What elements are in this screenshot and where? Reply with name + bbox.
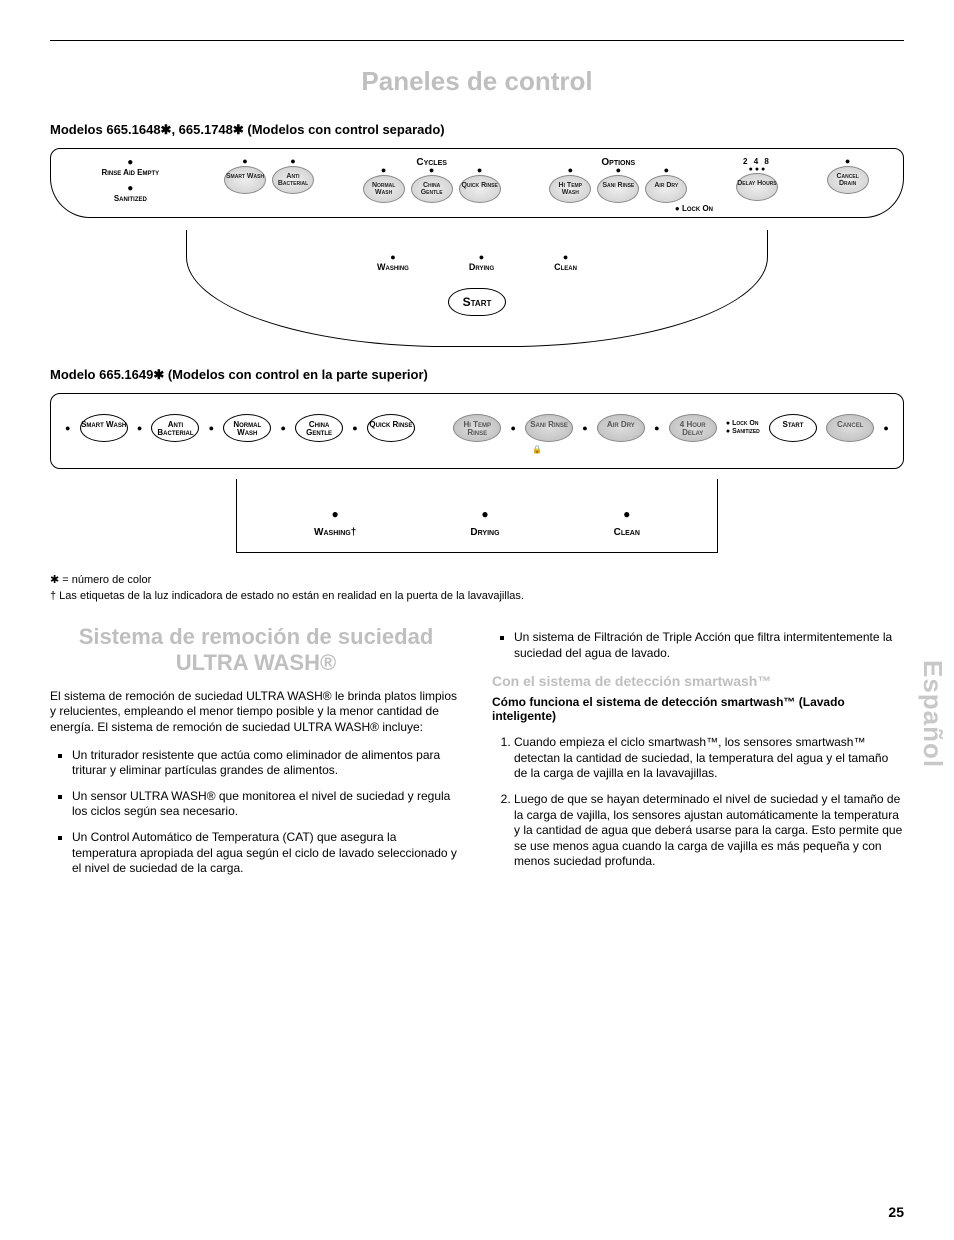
left-h1b: ULTRA WASH®	[176, 650, 336, 675]
delay-hours-button[interactable]: Delay Hours	[736, 173, 778, 201]
lock-icon	[532, 444, 542, 454]
drying-b-label: Drying	[470, 527, 499, 538]
model-a-heading: Modelos 665.1648✱, 665.1748✱ (Modelos co…	[50, 122, 904, 138]
right-grey-heading: Con el sistema de detección smartwash™	[492, 673, 904, 689]
anti-bacterial-button-b[interactable]: Anti Bacterial	[151, 414, 199, 442]
right-ol2: Luego de que se hayan determinado el niv…	[514, 792, 904, 870]
quick-rinse-button[interactable]: Quick Rinse	[459, 175, 501, 203]
left-intro: El sistema de remoción de suciedad ULTRA…	[50, 689, 462, 736]
cancel-drain-button[interactable]: Cancel Drain	[827, 166, 869, 194]
normal-wash-button-b[interactable]: Normal Wash	[223, 414, 271, 442]
right-ol1: Cuando empieza el ciclo smartwash™, los …	[514, 735, 904, 782]
left-li3: Un Control Automático de Temperatura (CA…	[72, 830, 462, 877]
left-h1a: Sistema de remoción de suciedad	[79, 624, 434, 649]
hi-temp-wash-button[interactable]: Hi Temp Wash	[549, 175, 591, 203]
sanitized-dot: ●	[85, 183, 175, 194]
hi-temp-button-b[interactable]: Hi Temp Rinse	[453, 414, 501, 442]
main-title: Paneles de control	[50, 66, 904, 97]
drying-label: Drying	[469, 262, 494, 272]
top-rule	[50, 40, 904, 41]
left-column: Sistema de remoción de suciedad ULTRA WA…	[50, 618, 462, 889]
footnote-color: ✱ = número de color	[50, 573, 904, 586]
clean-b-label: Clean	[614, 527, 640, 538]
right-column: Un sistema de Filtración de Triple Acció…	[492, 618, 904, 889]
china-gentle-button[interactable]: China Gentle	[411, 175, 453, 203]
air-dry-button-b[interactable]: Air Dry	[597, 414, 645, 442]
right-li-top: Un sistema de Filtración de Triple Acció…	[514, 630, 904, 661]
washing-label: Washing	[377, 262, 409, 272]
side-language-label: Español	[917, 660, 948, 768]
rinse-aid-label: Rinse Aid Empty	[85, 168, 175, 177]
page-number: 25	[888, 1204, 904, 1220]
smart-wash-button-b[interactable]: Smart Wash	[80, 414, 128, 442]
sani-rinse-button[interactable]: Sani Rinse	[597, 175, 639, 203]
smart-wash-button[interactable]: Smart Wash	[224, 166, 266, 194]
left-li1: Un triturador resistente que actúa como …	[72, 748, 462, 779]
right-bold-heading: Cómo funciona el sistema de detección sm…	[492, 695, 904, 723]
control-panel-b: ● Smart Wash ● Anti Bacterial ● Normal W…	[50, 393, 904, 469]
status-panel-a: ●Washing ●Drying ●Clean Start	[186, 230, 768, 347]
rinse-aid-dot: ●	[85, 157, 175, 168]
lock-on-label: Lock On	[682, 204, 713, 213]
lock-cluster: ● Lock On ● Sanitized	[726, 420, 760, 435]
washing-b-label: Washing†	[314, 527, 356, 538]
delay-numbers: 2 4 8	[736, 157, 778, 166]
clean-label: Clean	[554, 262, 577, 272]
footnote-dagger: † Las etiquetas de la luz indicadora de …	[50, 590, 904, 602]
air-dry-button[interactable]: Air Dry	[645, 175, 687, 203]
sani-rinse-button-b[interactable]: Sani Rinse	[525, 414, 573, 442]
status-panel-b: ●Washing† ●Drying ●Clean	[236, 479, 718, 553]
delay-4hr-button-b[interactable]: 4 Hour Delay	[669, 414, 717, 442]
quick-rinse-button-b[interactable]: Quick Rinse	[367, 414, 415, 442]
china-gentle-button-b[interactable]: China Gentle	[295, 414, 343, 442]
start-button-b[interactable]: Start	[769, 414, 817, 442]
model-b-heading: Modelo 665.1649✱ (Modelos con control en…	[50, 367, 904, 383]
start-button[interactable]: Start	[448, 288, 507, 316]
cancel-button-b[interactable]: Cancel	[826, 414, 874, 442]
anti-bacterial-button[interactable]: Anti Bacterial	[272, 166, 314, 194]
left-li2: Un sensor ULTRA WASH® que monitorea el n…	[72, 789, 462, 820]
control-panel-a: ● Rinse Aid Empty ● Sanitized ●Smart Was…	[50, 148, 904, 218]
footnotes: ✱ = número de color † Las etiquetas de l…	[50, 573, 904, 602]
sanitized-label: Sanitized	[85, 194, 175, 203]
normal-wash-button[interactable]: Normal Wash	[363, 175, 405, 203]
